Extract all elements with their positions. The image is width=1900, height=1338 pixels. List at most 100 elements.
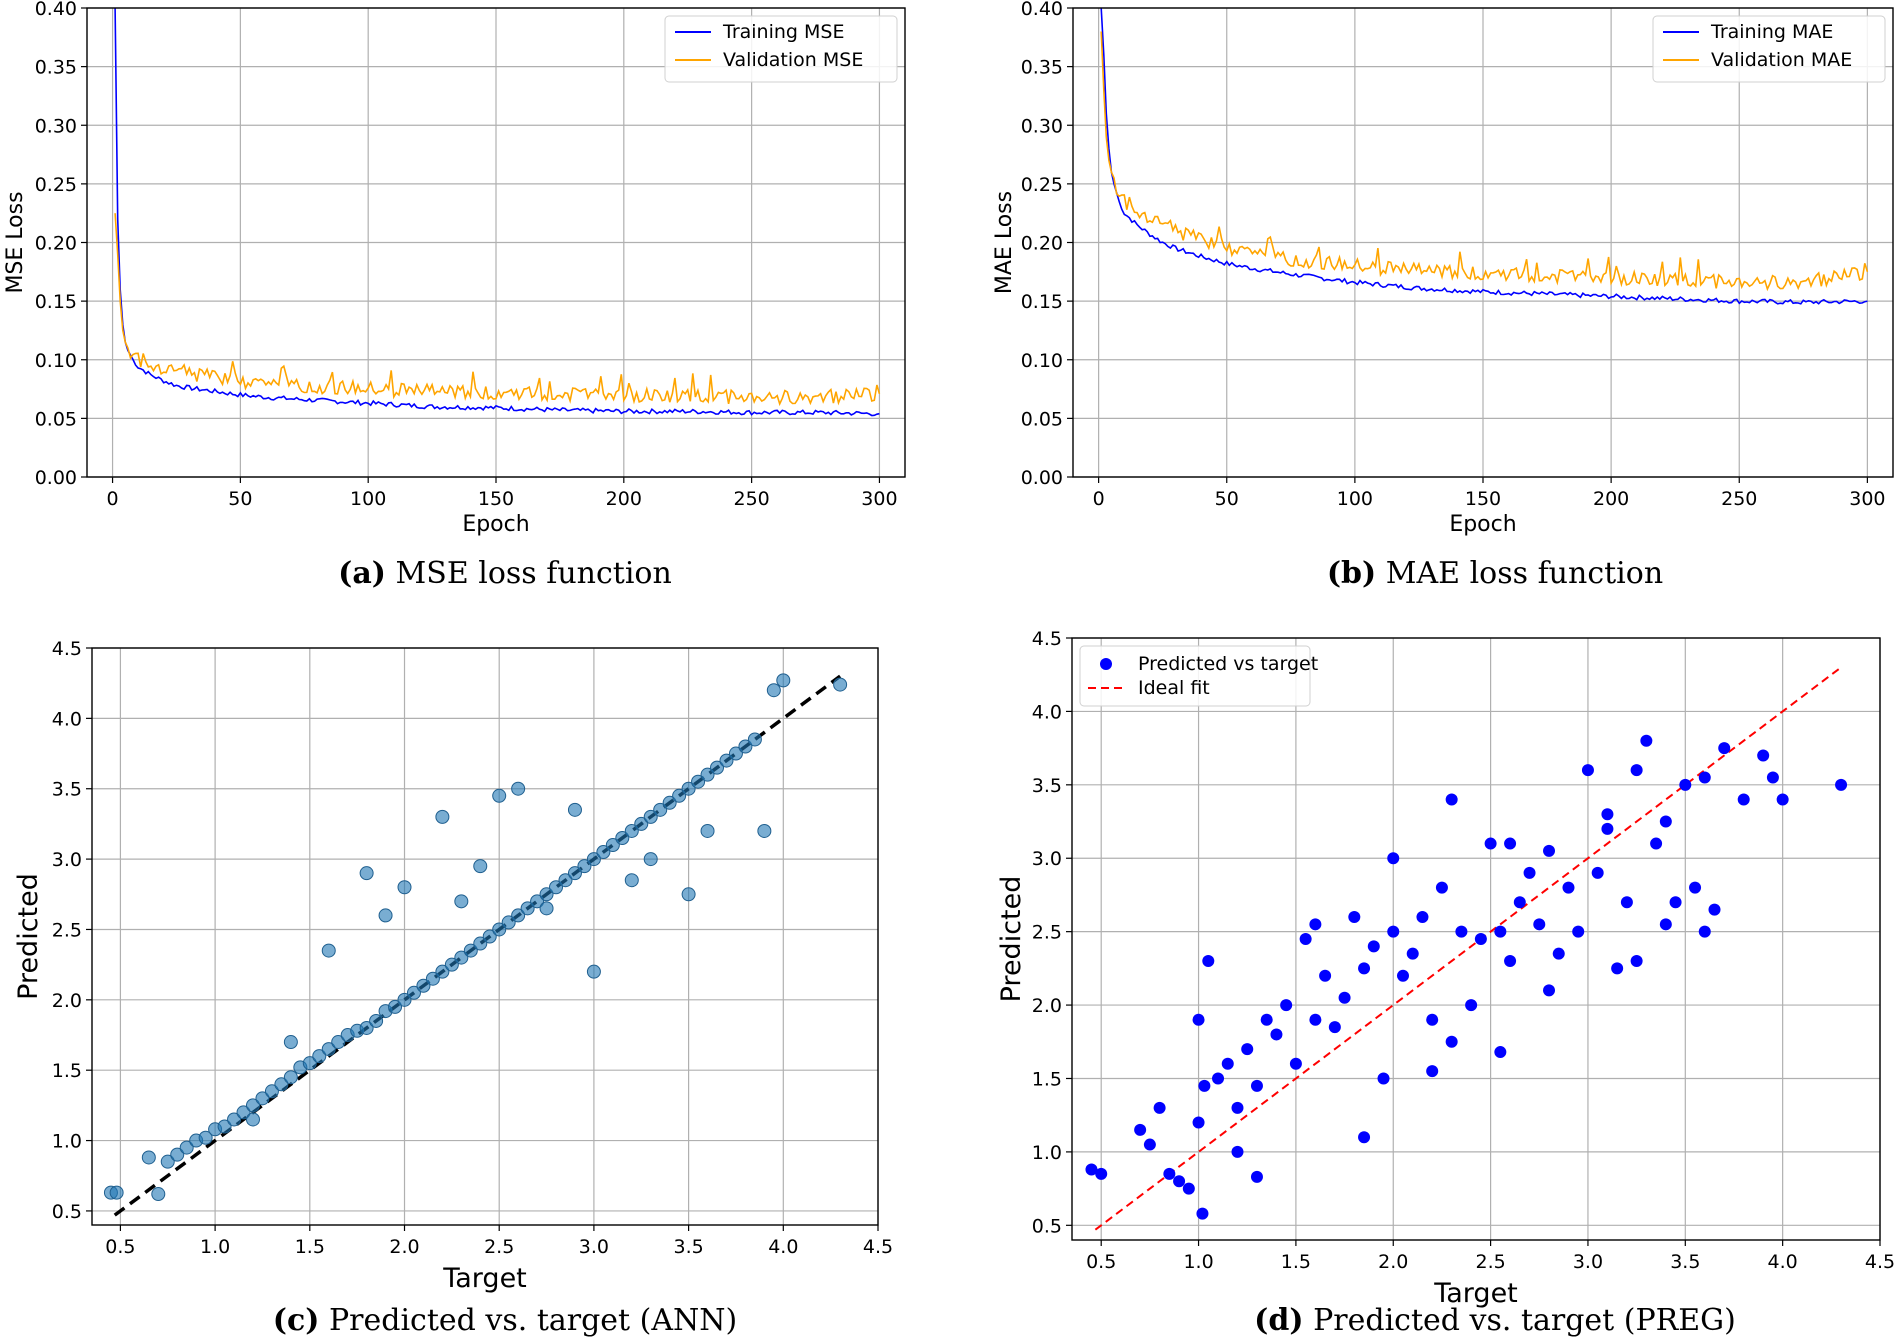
scatter-point	[1299, 933, 1312, 945]
series-line-training-mse	[114, 8, 880, 417]
scatter-point	[454, 950, 469, 965]
y-axis-label: MSE Loss	[3, 191, 28, 293]
x-tick-label: 50	[228, 488, 252, 510]
scatter-point	[1250, 1170, 1263, 1183]
y-tick-label: 4.0	[1032, 701, 1062, 723]
scatter-point	[1406, 947, 1419, 960]
series-line-validation-mse	[114, 213, 881, 407]
y-tick-label: 0.20	[35, 233, 77, 255]
scatter-point	[1289, 1057, 1302, 1070]
scatter-point	[1309, 1013, 1322, 1026]
scatter-point	[596, 845, 611, 860]
y-tick-label: 4.0	[52, 708, 82, 730]
x-tick-label: 150	[478, 488, 514, 510]
scatter-point	[1387, 925, 1400, 938]
scatter-point	[425, 971, 440, 986]
scatter-point	[1601, 808, 1614, 821]
legend-label: Validation MAE	[1711, 49, 1852, 71]
scatter-point	[1552, 947, 1565, 960]
scatter-point	[321, 1042, 336, 1057]
x-tick-label: 3.5	[673, 1236, 703, 1258]
scatter-point	[1776, 793, 1789, 806]
panel-b-mae-loss: 0 50 100 150 200 250 300 0.00 0.05 0.10 0.15 0.20 0.…	[992, 0, 1894, 537]
scatter-point	[1445, 1035, 1458, 1048]
scatter-point	[1835, 778, 1848, 791]
y-tick-label: 0.20	[1021, 233, 1063, 255]
x-tick-label: 200	[1593, 488, 1629, 510]
scatter-point	[681, 887, 696, 902]
scatter-point	[1435, 881, 1448, 894]
scatter-point	[1358, 962, 1371, 975]
y-axis-label: MAE Loss	[992, 191, 1017, 294]
panel-d-preg-scatter: 0.5 1.0 1.5 2.0 2.5 3.0 3.5 4.0 4.5 0.5 1.0 1.5 2.0 2…	[996, 628, 1895, 1309]
axes-frame	[91, 647, 879, 1226]
scatter-point	[1523, 866, 1536, 879]
y-tick-label: 0.35	[1021, 57, 1063, 79]
caption-a: (a) MSE loss function	[338, 556, 672, 591]
scatter-point	[1630, 955, 1643, 968]
scatter-point	[1601, 822, 1614, 835]
x-tick-label: 0	[1093, 488, 1105, 510]
scatter-point	[1309, 918, 1322, 931]
scatter-point	[283, 1070, 298, 1085]
scatter-point	[766, 683, 781, 698]
scatter-point	[1533, 918, 1546, 931]
scatter-point	[359, 1020, 374, 1035]
scatter-point	[473, 859, 488, 874]
x-tick-label: 1.5	[295, 1236, 325, 1258]
scatter-point	[1650, 837, 1663, 850]
x-tick-label: 1.0	[1183, 1251, 1213, 1273]
scatter-point	[416, 978, 431, 993]
x-tick-label: 0	[107, 488, 119, 510]
x-axis-label: Epoch	[1449, 512, 1516, 537]
scatter-point	[1465, 999, 1478, 1012]
y-tick-label: 0.35	[35, 57, 77, 79]
scatter-point	[151, 1187, 166, 1202]
scatter-point	[1338, 991, 1351, 1004]
scatter-point	[1377, 1072, 1390, 1085]
scatter-point	[1708, 903, 1721, 916]
scatter-point	[1212, 1072, 1225, 1085]
scatter-point	[511, 908, 526, 923]
y-tick-label: 0.5	[52, 1201, 82, 1223]
scatter-point	[369, 1013, 384, 1028]
scatter-point	[492, 788, 507, 803]
x-tick-label: 4.5	[1865, 1251, 1895, 1273]
scatter-point	[1474, 933, 1487, 945]
scatter-point	[1679, 778, 1692, 791]
x-tick-label: 3.5	[1670, 1251, 1700, 1273]
scatter-point	[1494, 925, 1507, 938]
scatter-point	[1581, 764, 1594, 777]
scatter-point	[719, 753, 734, 768]
scatter-point	[738, 739, 753, 754]
x-tick-label: 0.5	[105, 1236, 135, 1258]
scatter-point	[1737, 793, 1750, 806]
legend-box	[1079, 645, 1311, 707]
scatter-point	[1358, 1131, 1371, 1144]
x-axis-label: Target	[1433, 1278, 1518, 1309]
x-tick-label: 2.5	[484, 1236, 514, 1258]
scatter-point	[463, 943, 478, 958]
scatter-point	[728, 746, 743, 761]
scatter-point	[1387, 852, 1400, 865]
scatter-point	[227, 1112, 242, 1127]
scatter-point	[1698, 925, 1711, 938]
scatter-point	[662, 795, 677, 810]
scatter-point	[1484, 837, 1497, 850]
scatter-point	[1543, 844, 1556, 857]
y-tick-label: 0.10	[35, 350, 77, 372]
scatter-point	[1396, 969, 1409, 982]
scatter-point	[406, 985, 421, 1000]
scatter-point	[454, 894, 469, 909]
y-tick-label: 3.5	[1032, 775, 1062, 797]
y-tick-label: 0.40	[1021, 0, 1063, 20]
scatter-point	[520, 901, 535, 916]
legend-label: Training MSE	[722, 21, 844, 43]
x-tick-label: 100	[350, 488, 386, 510]
x-tick-label: 2.0	[389, 1236, 419, 1258]
scatter-point	[1504, 837, 1517, 850]
scatter-point	[1231, 1101, 1244, 1114]
scatter-point	[577, 859, 592, 874]
y-tick-label: 1.0	[1032, 1142, 1062, 1164]
scatter-point	[681, 781, 696, 796]
